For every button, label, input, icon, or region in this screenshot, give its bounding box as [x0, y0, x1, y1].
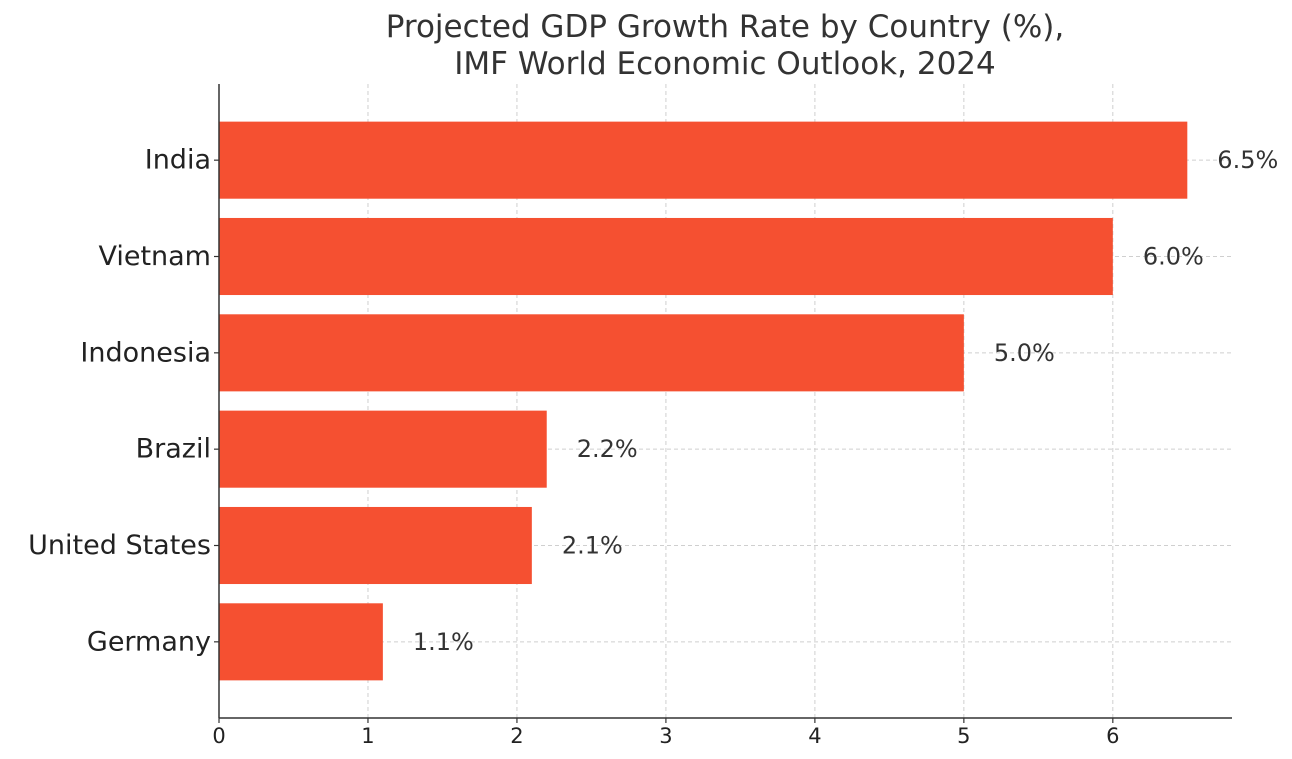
bar-vietnam: [219, 217, 1113, 296]
x-tick-label-4: 4: [808, 724, 821, 748]
category-label-india: India: [145, 145, 211, 176]
x-tick-label-3: 3: [659, 724, 672, 748]
value-label-indonesia: 5.0%: [994, 339, 1055, 367]
labels: 6.5% India 6.0% Vietnam 5.0% Indonesia 2.2% Bra…: [28, 145, 1278, 748]
category-label-united-states: United States: [28, 530, 211, 561]
category-label-brazil: Brazil: [136, 434, 211, 465]
bar-indonesia: [219, 314, 964, 392]
bar-brazil: [219, 410, 547, 488]
value-label-vietnam: 6.0%: [1143, 243, 1204, 271]
bar-germany: [219, 603, 383, 681]
bar-india: [219, 121, 1188, 199]
category-label-germany: Germany: [87, 626, 211, 657]
category-label-vietnam: Vietnam: [98, 241, 211, 272]
value-label-germany: 1.1%: [413, 628, 474, 656]
chart-title-line-1: Projected GDP Growth Rate by Country (%)…: [386, 9, 1065, 45]
bar-united-states: [219, 506, 532, 585]
value-label-india: 6.5%: [1217, 146, 1278, 174]
x-tick-label-2: 2: [510, 724, 523, 748]
axes: [214, 84, 1232, 723]
x-tick-label-5: 5: [957, 724, 970, 748]
chart-title-line-2: IMF World Economic Outlook, 2024: [454, 46, 996, 82]
x-tick-label-0: 0: [212, 724, 225, 748]
x-tick-label-6: 6: [1106, 724, 1119, 748]
value-label-brazil: 2.2%: [577, 435, 638, 463]
category-label-indonesia: Indonesia: [80, 337, 211, 368]
x-tick-label-1: 1: [361, 724, 374, 748]
value-label-united-states: 2.1%: [562, 532, 623, 560]
bars: [219, 121, 1188, 681]
